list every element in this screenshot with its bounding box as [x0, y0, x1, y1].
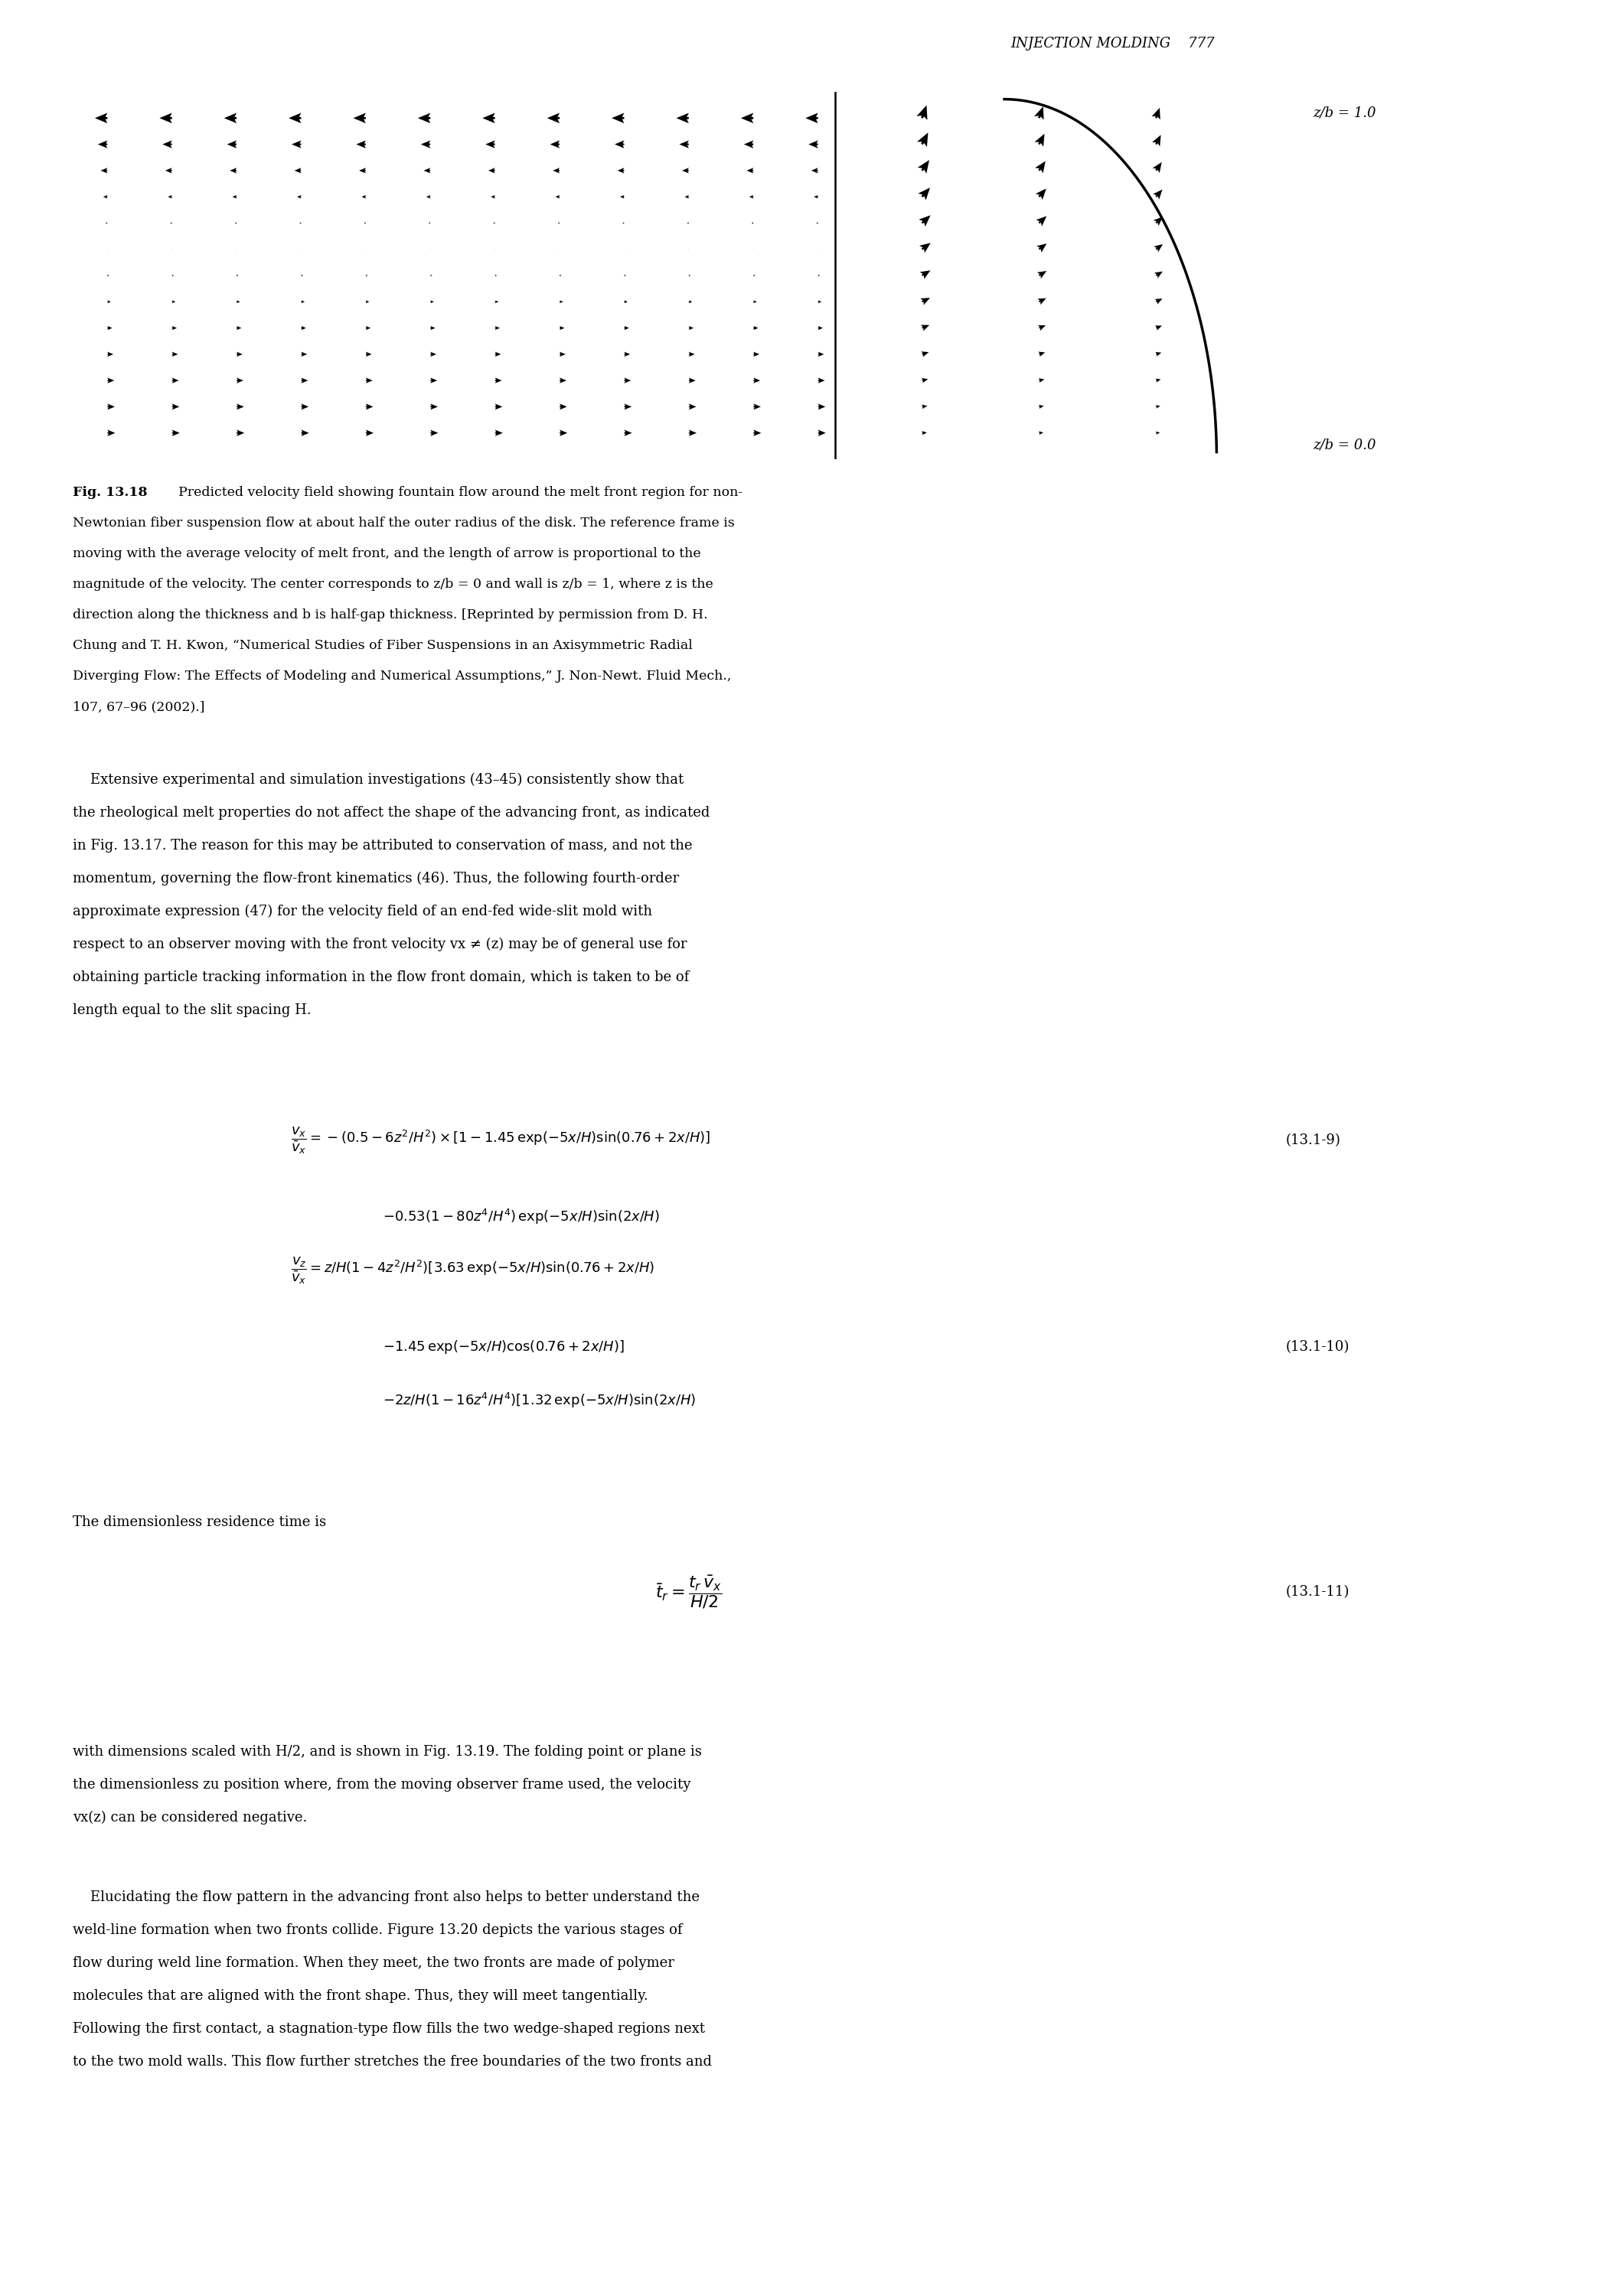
Text: INJECTION MOLDING    777: INJECTION MOLDING 777: [1010, 37, 1215, 51]
Text: Extensive experimental and simulation investigations (43–45) consistently show t: Extensive experimental and simulation in…: [72, 774, 684, 788]
Text: Chung and T. H. Kwon, “Numerical Studies of Fiber Suspensions in an Axisymmetric: Chung and T. H. Kwon, “Numerical Studies…: [72, 638, 692, 652]
Text: Newtonian fiber suspension flow at about half the outer radius of the disk. The : Newtonian fiber suspension flow at about…: [72, 517, 735, 530]
Text: with dimensions scaled with H/2, and is shown in Fig. 13.19. The folding point o: with dimensions scaled with H/2, and is …: [72, 1745, 702, 1759]
Text: magnitude of the velocity. The center corresponds to z/b = 0 and wall is z/b = 1: magnitude of the velocity. The center co…: [72, 579, 713, 590]
Text: momentum, governing the flow-front kinematics (46). Thus, the following fourth-o: momentum, governing the flow-front kinem…: [72, 872, 679, 886]
Text: the dimensionless zu position where, from the moving observer frame used, the ve: the dimensionless zu position where, fro…: [72, 1777, 690, 1791]
Text: respect to an observer moving with the front velocity vx ≠ (z) may be of general: respect to an observer moving with the f…: [72, 937, 687, 951]
Text: obtaining particle tracking information in the flow front domain, which is taken: obtaining particle tracking information …: [72, 971, 689, 985]
Text: $- 2z/H(1 - 16z^4/H^4)[1.32\,\mathrm{exp}(-5x/H)\sin(2x/H)$: $- 2z/H(1 - 16z^4/H^4)[1.32\,\mathrm{exp…: [383, 1391, 695, 1410]
Text: approximate expression (47) for the velocity field of an end-fed wide-slit mold : approximate expression (47) for the velo…: [72, 905, 652, 918]
Text: to the two mold walls. This flow further stretches the free boundaries of the tw: to the two mold walls. This flow further…: [72, 2055, 711, 2069]
Text: (13.1-9): (13.1-9): [1286, 1134, 1340, 1148]
Text: z/b = 1.0: z/b = 1.0: [1313, 106, 1376, 119]
Text: flow during weld line formation. When they meet, the two fronts are made of poly: flow during weld line formation. When th…: [72, 1956, 674, 1970]
Text: length equal to the slit spacing H.: length equal to the slit spacing H.: [72, 1003, 311, 1017]
Text: Predicted velocity field showing fountain flow around the melt front region for : Predicted velocity field showing fountai…: [179, 487, 743, 498]
Text: moving with the average velocity of melt front, and the length of arrow is propo: moving with the average velocity of melt…: [72, 546, 702, 560]
Text: The dimensionless residence time is: The dimensionless residence time is: [72, 1515, 327, 1529]
Text: (13.1-11): (13.1-11): [1286, 1584, 1350, 1598]
Text: z/b = 0.0: z/b = 0.0: [1313, 439, 1376, 452]
Text: the rheological melt properties do not affect the shape of the advancing front, : the rheological melt properties do not a…: [72, 806, 710, 820]
Text: $\bar{t}_r = \dfrac{t_r\,\bar{v}_x}{H/2}$: $\bar{t}_r = \dfrac{t_r\,\bar{v}_x}{H/2}…: [655, 1573, 722, 1609]
Text: direction along the thickness and b is half-gap thickness. [Reprinted by permiss: direction along the thickness and b is h…: [72, 608, 708, 622]
Text: (13.1-10): (13.1-10): [1286, 1341, 1350, 1355]
Text: $- 0.53(1 - 80z^4/H^4)\,\mathrm{exp}(-5x/H)\sin(2x/H)$: $- 0.53(1 - 80z^4/H^4)\,\mathrm{exp}(-5x…: [383, 1208, 660, 1226]
Text: Following the first contact, a stagnation-type flow fills the two wedge-shaped r: Following the first contact, a stagnatio…: [72, 2023, 705, 2037]
Text: vx(z) can be considered negative.: vx(z) can be considered negative.: [72, 1812, 307, 1825]
Text: $- 1.45\,\mathrm{exp}(-5x/H)\cos(0.76 + 2x/H)]$: $- 1.45\,\mathrm{exp}(-5x/H)\cos(0.76 + …: [383, 1339, 624, 1355]
Text: Fig. 13.18: Fig. 13.18: [72, 487, 148, 498]
Text: in Fig. 13.17. The reason for this may be attributed to conservation of mass, an: in Fig. 13.17. The reason for this may b…: [72, 838, 692, 852]
Text: weld-line formation when two fronts collide. Figure 13.20 depicts the various st: weld-line formation when two fronts coll…: [72, 1924, 682, 1938]
Text: $\dfrac{v_z}{\bar{v}_x} = z/H(1 - 4z^2/H^2)[3.63\,\mathrm{exp}(-5x/H)\sin(0.76 +: $\dfrac{v_z}{\bar{v}_x} = z/H(1 - 4z^2/H…: [291, 1256, 655, 1286]
Text: $\dfrac{v_x}{\bar{v}_x} = -(0.5 - 6z^2/H^2) \times [1 - 1.45\,\mathrm{exp}(-5x/H: $\dfrac{v_x}{\bar{v}_x} = -(0.5 - 6z^2/H…: [291, 1125, 711, 1155]
Text: 107, 67–96 (2002).]: 107, 67–96 (2002).]: [72, 700, 204, 714]
Text: Diverging Flow: The Effects of Modeling and Numerical Assumptions,” J. Non-Newt.: Diverging Flow: The Effects of Modeling …: [72, 670, 732, 682]
Text: molecules that are aligned with the front shape. Thus, they will meet tangential: molecules that are aligned with the fron…: [72, 1988, 648, 2002]
Text: Elucidating the flow pattern in the advancing front also helps to better underst: Elucidating the flow pattern in the adva…: [72, 1890, 700, 1903]
